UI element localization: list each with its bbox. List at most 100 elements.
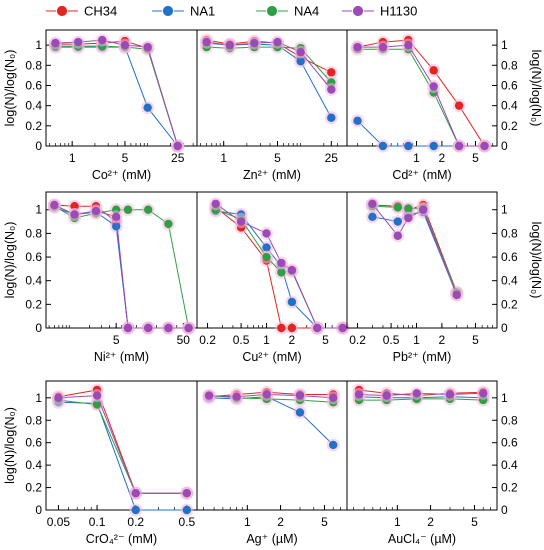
y-axis-label-left: log(N)/log(N₀) [3, 222, 17, 299]
x-tick-label: 1 [413, 151, 420, 165]
y-tick-label: 0.4 [25, 458, 42, 472]
legend-item-h1130: H1130 [342, 4, 417, 19]
x-tick-label: 0.5 [233, 333, 250, 347]
series-line [357, 120, 485, 147]
x-tick-label: 0.1 [89, 515, 106, 529]
data-point [452, 290, 461, 300]
data-point [111, 222, 121, 231]
y-tick-label: 0 [501, 503, 508, 517]
y-tick-label: 0.8 [501, 413, 518, 427]
data-point [232, 392, 241, 401]
data-point [480, 141, 489, 151]
data-point [225, 40, 234, 50]
series-na4 [51, 393, 194, 500]
data-point [393, 203, 402, 212]
y-tick-label: 0.4 [501, 99, 518, 113]
series-line [357, 48, 485, 147]
data-point [111, 212, 121, 222]
data-point [412, 389, 421, 398]
panel-5: 0.2 0.5 1 2 5 Cu²⁺ (mM) [196, 191, 350, 364]
legend-marker [266, 5, 278, 17]
data-point [50, 200, 59, 210]
panel-frame [346, 191, 498, 329]
data-point [404, 204, 413, 213]
data-point [378, 141, 388, 151]
series-na1 [51, 395, 194, 517]
y-tick-label: 0.2 [501, 481, 518, 495]
series-na4 [351, 42, 492, 153]
panel-8: 1 2 5 Ag⁺ (µM) [196, 380, 348, 546]
y-axis-label-left: log(N)/log(N₀) [3, 407, 17, 484]
data-point [131, 488, 140, 498]
series-h1130 [351, 38, 492, 153]
legend-label: NA1 [190, 4, 215, 19]
series-na4 [200, 40, 338, 89]
data-point [393, 231, 402, 240]
y-tick-label: 0.6 [25, 78, 42, 92]
data-point [296, 57, 305, 66]
y-tick-label: 1 [35, 391, 42, 405]
series-line [55, 40, 179, 147]
x-axis-label: Cd²⁺ (mM) [392, 168, 451, 182]
y-tick-label: 0.4 [501, 458, 518, 472]
x-tick-label: 5 [472, 333, 479, 347]
data-point [182, 505, 192, 515]
x-tick-label: 5 [274, 151, 281, 165]
x-tick-label: 25 [171, 151, 185, 165]
series-h1130 [200, 35, 338, 97]
data-point [327, 85, 336, 94]
data-point [273, 37, 282, 47]
series-h1130 [352, 386, 490, 403]
x-tick-label: 50 [177, 333, 191, 347]
data-point [236, 217, 246, 226]
data-point [98, 35, 107, 45]
series-h1130 [365, 197, 464, 302]
x-tick-label: 5 [471, 515, 478, 529]
x-tick-label: 5 [122, 151, 129, 165]
y-tick-label: 0 [35, 321, 42, 335]
panel-9: 0 0.2 0.4 0.6 0.8 1 1 2 5 AuCl₄⁻ (µM) [346, 380, 518, 546]
x-tick-label: 5 [113, 333, 120, 347]
y-tick-label: 0.4 [25, 274, 42, 288]
data-point [295, 391, 305, 400]
series-h1130 [51, 389, 194, 500]
data-point [329, 440, 338, 450]
data-point [353, 42, 362, 52]
x-axis-label: CrO₄²⁻ (mM) [86, 532, 157, 546]
series-line [55, 45, 179, 147]
data-point [182, 488, 192, 498]
x-tick-label: 2 [289, 333, 296, 347]
panel-4: 0 0.2 0.4 0.6 0.8 1 5 50 Ni²⁺ (mM) [25, 191, 198, 364]
x-tick-label: 2 [439, 333, 446, 347]
series-na4 [48, 39, 185, 153]
legend-label: CH34 [84, 4, 117, 19]
x-tick-label: 25 [325, 151, 339, 165]
data-point [277, 268, 286, 277]
data-point [277, 258, 286, 268]
series-line [208, 396, 334, 446]
legend-label: NA4 [294, 4, 319, 19]
x-tick-label: 5 [321, 515, 328, 529]
data-point [143, 42, 152, 52]
legend-marker [56, 5, 68, 17]
y-tick-label: 1 [501, 391, 508, 405]
y-tick-label: 0.6 [25, 436, 42, 450]
panel-frame [45, 380, 198, 511]
panel-1: 0 0.2 0.4 0.6 0.8 1 1 5 25 Co²⁺ (mM) [25, 29, 198, 182]
y-tick-label: 0.6 [25, 250, 42, 264]
data-point [144, 205, 153, 214]
y-tick-label: 0.8 [501, 58, 518, 72]
x-tick-label: 0.2 [127, 515, 144, 529]
data-point [73, 37, 83, 47]
data-point [429, 141, 438, 151]
series-line [58, 389, 187, 494]
legend: CH34 NA1 NA4 H1130 [46, 4, 417, 19]
data-point [164, 323, 173, 333]
series-line [58, 395, 187, 494]
data-point [287, 265, 297, 275]
series-h1130 [202, 387, 340, 405]
legend-marker [352, 5, 364, 17]
y-tick-label: 0 [501, 321, 508, 335]
data-point [91, 206, 101, 216]
